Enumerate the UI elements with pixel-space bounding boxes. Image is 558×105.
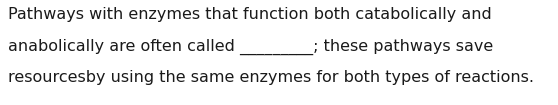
Text: anabolically are often called _________; these pathways save: anabolically are often called _________;…: [8, 39, 494, 55]
Text: resourcesby using the same enzymes for both types of reactions.: resourcesby using the same enzymes for b…: [8, 70, 535, 85]
Text: Pathways with enzymes that function both catabolically and: Pathways with enzymes that function both…: [8, 7, 492, 22]
